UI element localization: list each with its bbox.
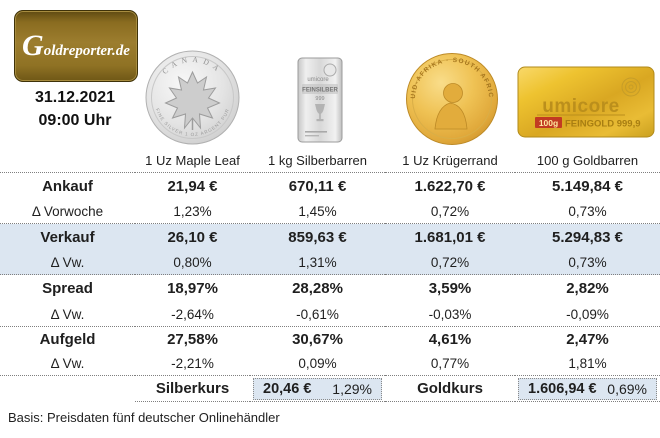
delta-cell: -0,61%: [250, 302, 385, 327]
gold-spot-price: 1.606,94 €: [528, 380, 597, 397]
gold-bar-weight-text: 100g: [539, 118, 558, 128]
silver-spot-cell: 20,46 € 1,29%: [250, 376, 385, 402]
price-cell: 670,11 €: [288, 178, 347, 195]
row-label-spread: Spread: [42, 280, 93, 297]
price-cell: 1.622,70 €: [414, 178, 486, 195]
delta-cell: 1,23%: [135, 200, 250, 224]
delta-cell: 1,31%: [250, 250, 385, 275]
gold-bar-image: umicore 100g FEINGOLD 999,9: [517, 66, 655, 138]
silver-spot-change: 1,29%: [332, 380, 372, 397]
column-header-silberbarren: 1 kg Silberbarren: [250, 148, 385, 173]
logo-text: Goldreporter.de: [22, 29, 130, 62]
row-label-verkauf: Verkauf: [0, 224, 135, 250]
delta-cell: 1,45%: [250, 200, 385, 224]
corner-cell: [0, 148, 135, 173]
silver-bar-image: umicore FEINSILBER 999: [297, 57, 343, 143]
percent-cell: 2,47%: [566, 331, 609, 348]
maple-leaf-coin-image: CANADA FINE SILVER 1 OZ ARGENT PUR: [145, 50, 240, 145]
weight-tag: [535, 117, 562, 128]
price-cell: 21,94 €: [167, 178, 218, 195]
row-label-aufgeld: Aufgeld: [39, 331, 96, 348]
column-header-kruegerrand: 1 Uz Krügerrand: [385, 148, 515, 173]
silver-bar-brand-text: umicore: [307, 77, 329, 83]
row-label-delta-vorwoche: Δ Vorwoche: [0, 200, 135, 224]
percent-cell: 28,28%: [292, 280, 343, 297]
silver-spot-box: 20,46 € 1,29%: [253, 377, 382, 400]
row-label-delta-vw: Δ Vw.: [0, 352, 135, 376]
silver-spot-price: 20,46 €: [263, 380, 312, 397]
percent-cell: 27,58%: [167, 331, 218, 348]
bust-portrait-icon: [434, 83, 468, 130]
delta-cell: 1,81%: [515, 352, 660, 376]
maple-leaf-icon: [164, 70, 221, 130]
delta-cell: 0,73%: [515, 250, 660, 275]
delta-cell: -2,64%: [135, 302, 250, 327]
delta-cell: -0,09%: [515, 302, 660, 327]
delta-cell: 0,80%: [135, 250, 250, 275]
silver-bar-fineness-text: FEINSILBER: [302, 88, 338, 94]
gold-spot-change: 0,69%: [607, 380, 647, 397]
price-table: 1 Uz Maple Leaf 1 kg Silberbarren 1 Uz K…: [0, 148, 660, 402]
date-text: 31.12.2021: [34, 89, 116, 106]
row-label-ankauf: Ankauf: [42, 178, 93, 195]
column-header-maple-leaf: 1 Uz Maple Leaf: [135, 148, 250, 173]
price-cell: 1.681,01 €: [385, 224, 515, 250]
time-text: 09:00 Uhr: [38, 112, 112, 129]
percent-cell: 3,59%: [428, 280, 472, 297]
delta-cell: 0,77%: [385, 352, 515, 376]
silver-bar-999-text: 999: [315, 96, 324, 102]
kruegerrand-coin-image: SUID-AFRIKA · SOUTH AFRICA: [405, 52, 498, 145]
delta-cell: 0,72%: [385, 250, 515, 275]
delta-cell: -2,21%: [135, 352, 250, 376]
spot-row-spacer: [0, 376, 135, 402]
gold-spot-cell: 1.606,94 € 0,69%: [515, 376, 660, 402]
date-time-block: 31.12.2021 09:00 Uhr: [14, 86, 136, 132]
goblet-emboss-icon: [315, 104, 325, 122]
gold-bar-brand-text: umicore: [542, 96, 619, 117]
percent-cell: 2,82%: [566, 280, 609, 297]
price-cell: 26,10 €: [135, 224, 250, 250]
delta-cell: 0,73%: [515, 200, 660, 224]
delta-cell: 0,72%: [385, 200, 515, 224]
column-header-goldbarren: 100 g Goldbarren: [515, 148, 660, 173]
delta-cell: 0,09%: [250, 352, 385, 376]
footer-note: Basis: Preisdaten fünf deutscher Onlineh…: [8, 410, 280, 425]
gold-spot-label: Goldkurs: [385, 376, 515, 402]
gold-bar-fineness-text: FEINGOLD 999,9: [565, 119, 641, 130]
row-label-delta-vw: Δ Vw.: [0, 250, 135, 275]
umicore-spiral-icon: [621, 77, 641, 97]
percent-cell: 30,67%: [292, 331, 343, 348]
gold-spot-box: 1.606,94 € 0,69%: [518, 377, 657, 400]
goldreporter-logo: Goldreporter.de: [14, 10, 138, 82]
percent-cell: 4,61%: [428, 331, 472, 348]
delta-cell: -0,03%: [385, 302, 515, 327]
price-cell: 5.294,83 €: [515, 224, 660, 250]
price-cell: 5.149,84 €: [552, 178, 623, 195]
price-cell: 859,63 €: [250, 224, 385, 250]
silver-spot-label: Silberkurs: [135, 376, 250, 402]
row-label-delta-vw: Δ Vw.: [0, 302, 135, 327]
percent-cell: 18,97%: [167, 280, 218, 297]
bar-stamp-icon: [323, 63, 337, 77]
